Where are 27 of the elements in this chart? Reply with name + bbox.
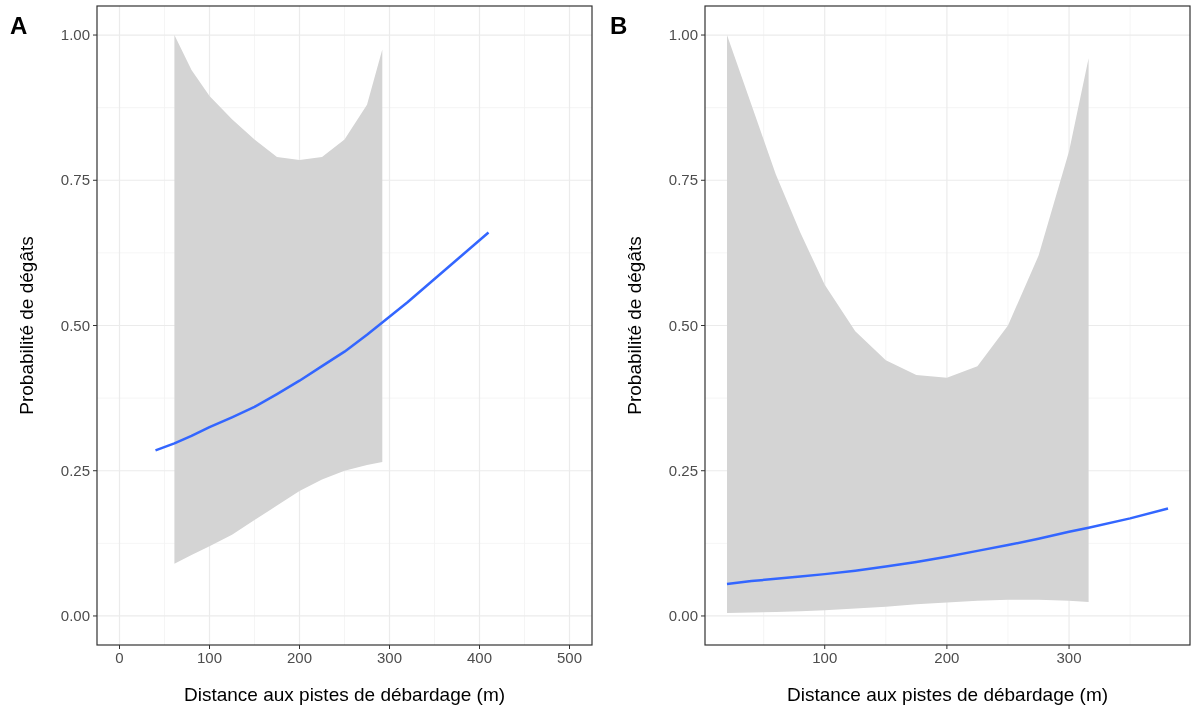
- y-axis-title: Probabilité de dégâts: [16, 236, 37, 415]
- y-tick-label: 0.00: [668, 606, 698, 624]
- y-tick-label: 0.50: [60, 316, 90, 334]
- x-tick-label: 0: [115, 649, 124, 666]
- x-tick-label: 300: [376, 649, 403, 666]
- y-tick-label: 0.75: [668, 171, 698, 189]
- x-axis-title: Distance aux pistes de débardage (m): [786, 684, 1109, 705]
- x-axis-title: Distance aux pistes de débardage (m): [183, 684, 506, 705]
- x-tick-label: 400: [466, 649, 493, 666]
- x-tick-label: 300: [1056, 649, 1082, 666]
- y-tick-label: 0.25: [668, 461, 698, 479]
- x-tick-label: 500: [556, 649, 583, 666]
- chart-title: A: [10, 12, 28, 39]
- x-tick-label: 100: [196, 649, 223, 666]
- y-tick-label: 0.00: [60, 606, 90, 624]
- y-axis-title: Probabilité de dégâts: [624, 236, 645, 415]
- y-tick-label: 0.75: [60, 171, 90, 189]
- y-tick-label: 0.25: [60, 461, 90, 479]
- y-tick-label: 0.50: [668, 316, 698, 334]
- x-tick-label: 200: [286, 649, 313, 666]
- x-tick-label: 100: [812, 649, 838, 666]
- y-tick-label: 1.00: [668, 26, 698, 44]
- x-tick-label: 200: [934, 649, 960, 666]
- line-series: [154, 231, 490, 452]
- y-tick-label: 1.00: [60, 26, 90, 44]
- line-series: [725, 507, 1170, 586]
- chart-title: B: [610, 12, 628, 39]
